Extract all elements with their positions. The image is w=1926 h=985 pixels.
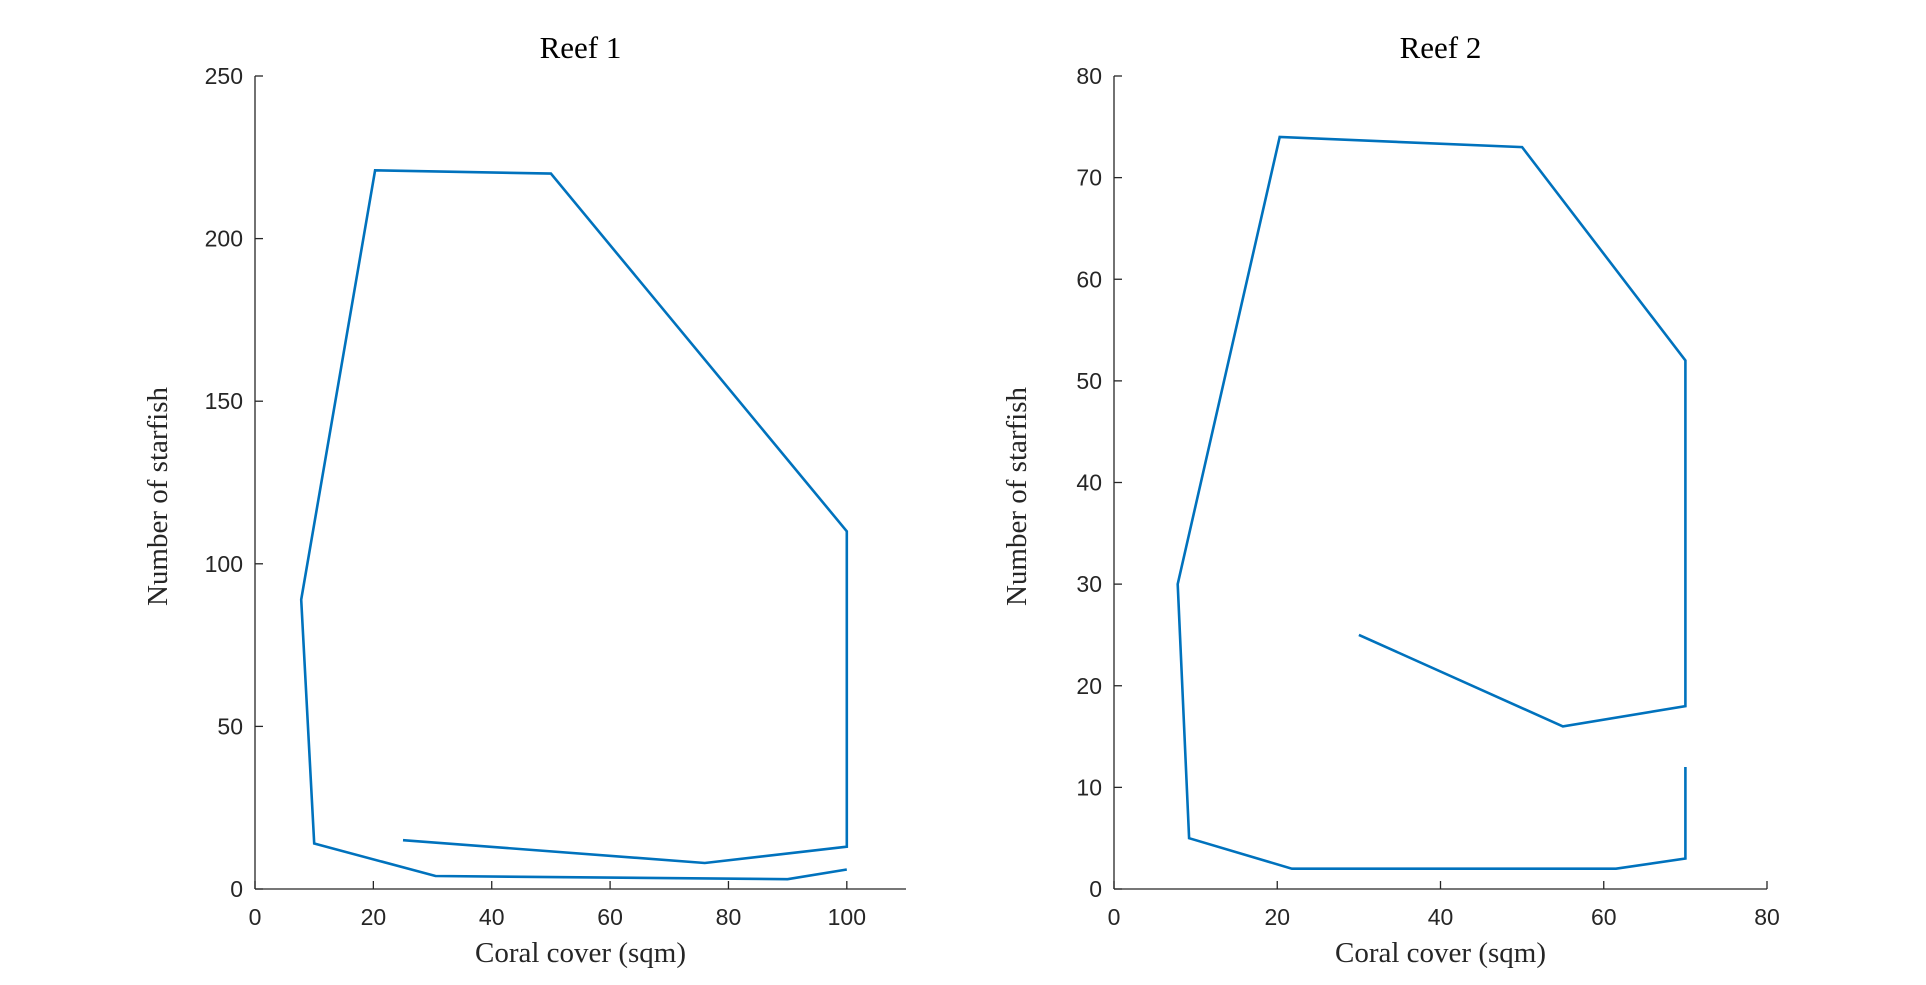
chart-reef-1: 0 20 40 60 80 100 0 50 100 150 200 250 Reef 1 Coral c… — [142, 30, 906, 969]
y-tick-label: 20 — [1076, 673, 1102, 699]
x-tick-label: 0 — [249, 904, 262, 930]
x-tick-label: 0 — [1108, 904, 1121, 930]
chart-reef-2: 0 20 40 60 80 0 10 20 30 40 50 60 70 80 Reef 2 Coral co… — [1001, 30, 1780, 969]
y-tick-label: 10 — [1076, 774, 1102, 800]
x-tick-label: 20 — [1264, 904, 1290, 930]
y-tick-label: 80 — [1076, 63, 1102, 89]
y-tick-label: 150 — [205, 388, 243, 414]
y-tick-label: 0 — [230, 876, 243, 902]
y-tick-label: 200 — [205, 226, 243, 252]
x-tick-label: 60 — [1591, 904, 1617, 930]
series-line — [299, 168, 849, 881]
y-tick-label: 70 — [1076, 165, 1102, 191]
x-tick-label: 40 — [1428, 904, 1454, 930]
x-tick-label: 80 — [716, 904, 742, 930]
y-tick-label: 0 — [1089, 876, 1102, 902]
x-axis-label: Coral cover (sqm) — [475, 937, 686, 969]
y-axis-label: Number of starfish — [142, 386, 174, 606]
y-tick-label: 60 — [1076, 266, 1102, 292]
x-tick-label: 60 — [597, 904, 623, 930]
chart-title: Reef 2 — [1400, 30, 1482, 65]
y-tick-label: 30 — [1076, 571, 1102, 597]
y-axis-label: Number of starfish — [1001, 386, 1033, 606]
chart-title: Reef 1 — [540, 30, 622, 65]
x-tick-label: 80 — [1754, 904, 1780, 930]
y-tick-label: 50 — [1076, 368, 1102, 394]
series-line — [1176, 135, 1687, 871]
y-tick-label: 100 — [205, 551, 243, 577]
x-tick-label: 20 — [361, 904, 387, 930]
x-tick-label: 100 — [828, 904, 866, 930]
x-axis-label: Coral cover (sqm) — [1335, 937, 1546, 969]
x-tick-label: 40 — [479, 904, 505, 930]
y-tick-label: 50 — [217, 713, 243, 739]
y-tick-label: 40 — [1076, 470, 1102, 496]
y-tick-label: 250 — [205, 63, 243, 89]
